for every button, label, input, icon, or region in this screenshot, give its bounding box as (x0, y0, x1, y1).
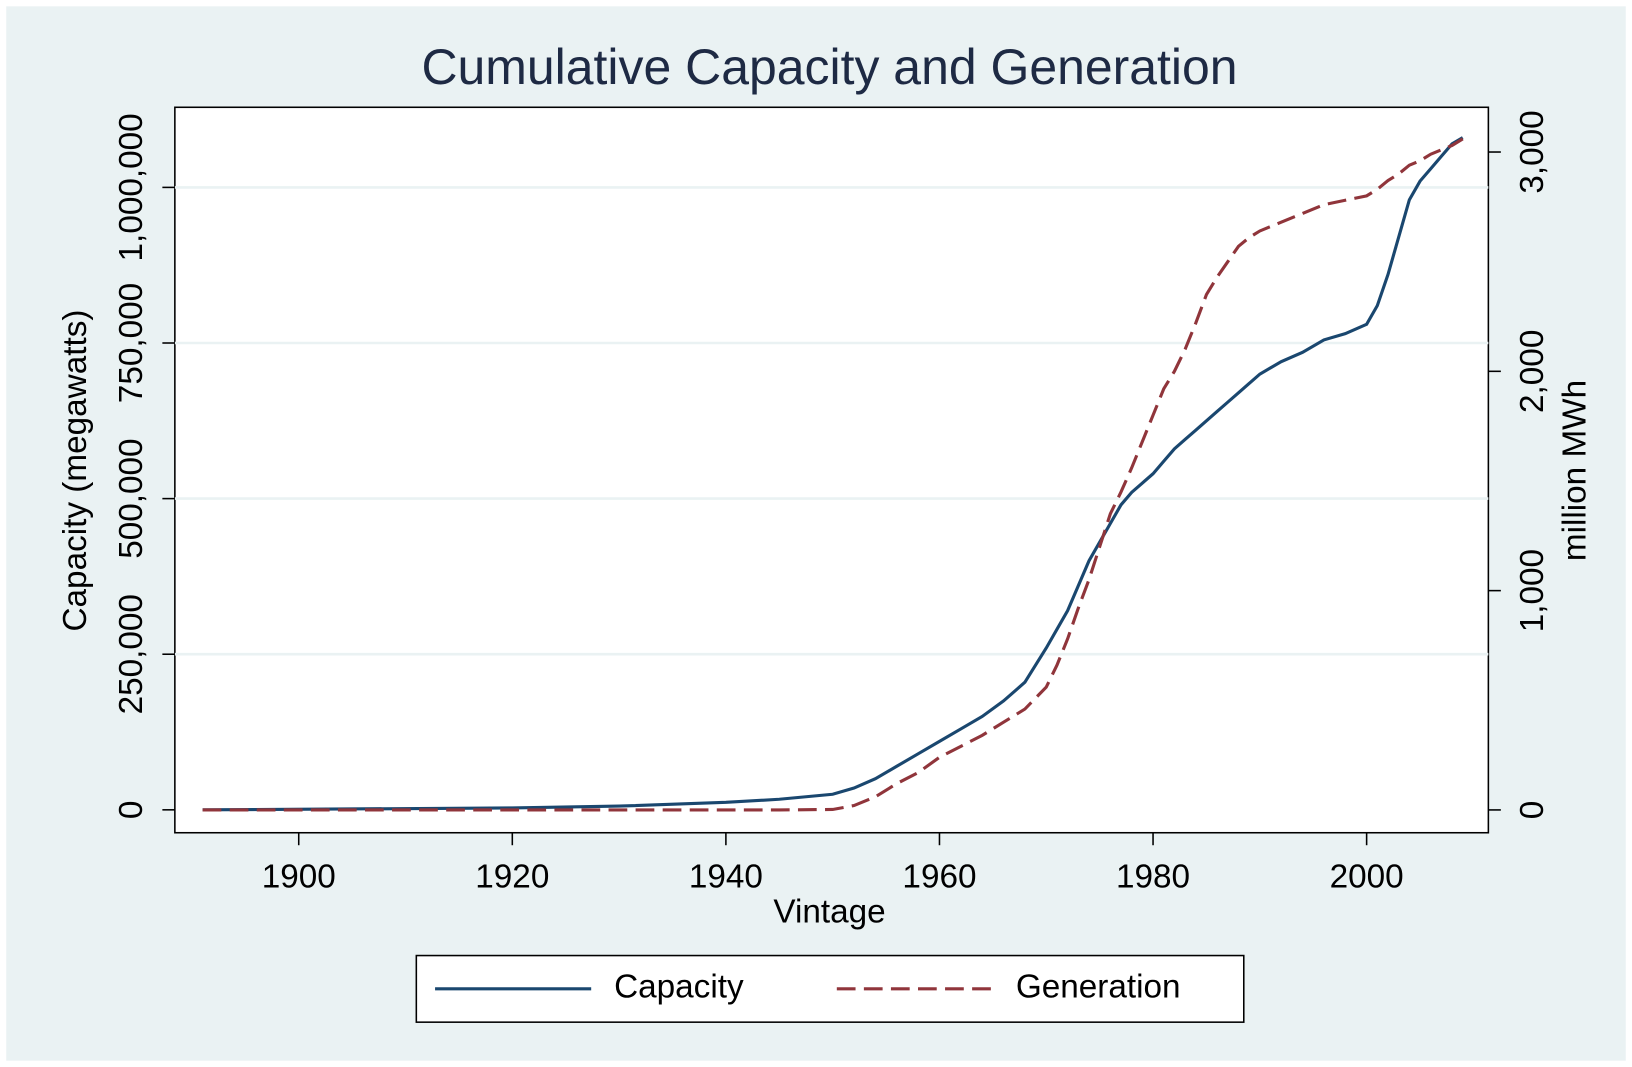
x-tick-label: 1920 (475, 858, 549, 895)
y-tick-label: 250,000 (113, 594, 150, 714)
chart-title: Cumulative Capacity and Generation (421, 39, 1237, 95)
y2-axis-title: million MWh (1557, 380, 1594, 561)
y-tick-label: 1,000,000 (113, 113, 150, 261)
y2-tick-label: 0 (1514, 801, 1551, 820)
x-tick-label: 1940 (689, 858, 763, 895)
x-tick-label: 1960 (902, 858, 976, 895)
series-line (202, 136, 1464, 812)
y-tick-label: 500,000 (113, 438, 150, 558)
y-tick-label: 750,000 (113, 283, 150, 403)
x-axis-title: Vintage (773, 894, 885, 931)
y-tick-label: 0 (113, 801, 150, 820)
series-line (202, 137, 1464, 812)
legend-label: Capacity (614, 969, 744, 1006)
x-tick-label: 1900 (262, 858, 336, 895)
plot-area (174, 106, 1490, 834)
y2-tick-label: 3,000 (1514, 110, 1551, 193)
x-tick-label: 1980 (1116, 858, 1190, 895)
y2-tick-label: 2,000 (1514, 330, 1551, 413)
y-axis-title: Capacity (megawatts) (57, 310, 94, 632)
y2-tick-label: 1,000 (1514, 549, 1551, 632)
legend-label: Generation (1016, 969, 1181, 1006)
x-tick-label: 2000 (1330, 858, 1404, 895)
